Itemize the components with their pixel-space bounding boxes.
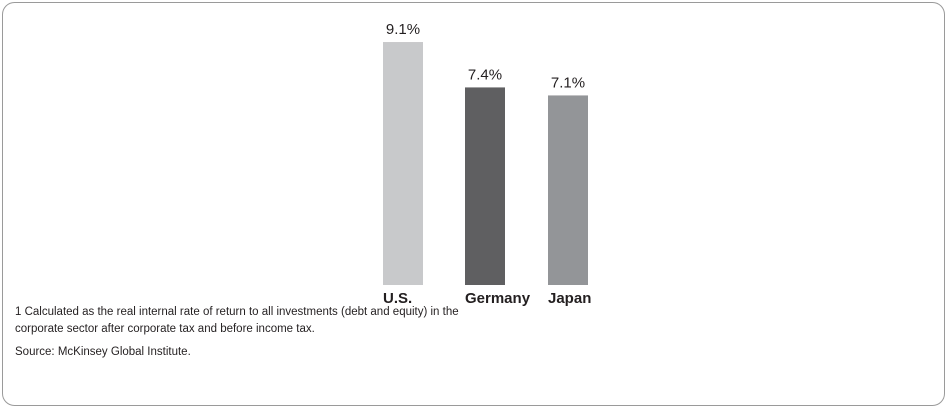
category-label: U.S. [383,290,412,307]
value-label: 7.4% [468,66,502,83]
category-label: Japan [548,290,591,307]
bar [465,87,505,285]
value-label: 7.1% [551,74,585,91]
footnote-line: corporate sector after corporate tax and… [15,323,315,335]
bar [383,42,423,285]
category-label: Germany [465,290,531,307]
bar [548,95,588,286]
value-label: 9.1% [386,21,420,38]
source: Source: McKinsey Global Institute. [15,346,191,358]
footnote-line: 1 Calculated as the real internal rate o… [15,306,459,318]
